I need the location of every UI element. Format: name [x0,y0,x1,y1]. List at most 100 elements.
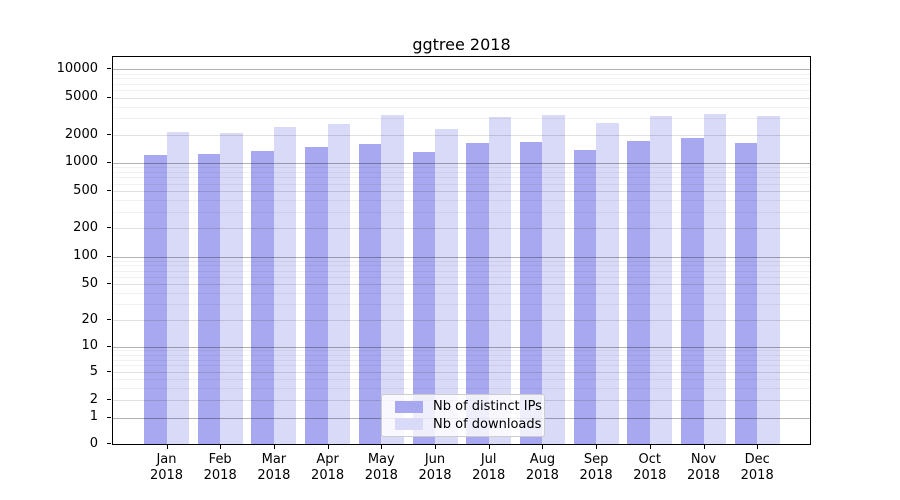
y-tick-mark-100 [107,255,111,257]
y-tick-label-200: 200 [73,219,98,235]
bar-distinct-ips-mar [251,150,274,444]
gridline-minor-8000 [113,78,810,80]
x-tick-mark-nov [703,445,705,449]
gridline-10 [113,346,810,348]
chart-title: ggtree 2018 [412,35,511,54]
gridline-minor-70 [113,270,810,272]
y-tick-label-5: 5 [89,363,98,379]
gridline-minor-30 [113,304,810,306]
y-tick-mark-2000 [107,134,111,135]
y-tick-label-50: 50 [81,275,98,291]
bar-downloads-oct [649,115,673,444]
gridline-minor-800 [113,171,810,173]
gridline-minor-3000 [113,118,810,120]
x-tick-mark-oct [649,445,651,449]
x-tick-mark-apr [327,445,329,449]
gridline-minor-300 [113,211,810,213]
legend-item-distinct-ips: Nb of distinct IPs [395,399,544,414]
y-tick-mark-20 [107,319,111,320]
gridline-minor-80 [113,265,810,267]
x-tick-label-dec: Dec 2018 [740,452,774,483]
gridline-minor-3 [113,387,810,389]
gridline-minor-8 [113,354,810,356]
x-tick-label-oct: Oct 2018 [633,452,667,483]
bar-distinct-ips-apr [305,147,328,444]
gridline-minor-4000 [113,106,810,108]
y-tick-label-5000: 5000 [64,89,98,105]
y-tick-mark-200 [107,227,111,228]
gridline-minor-9 [113,350,810,352]
gridline-minor-400 [113,200,810,201]
gridline-minor-7000 [113,83,810,85]
bar-downloads-apr [327,124,351,444]
bar-downloads-jan [166,131,189,444]
x-tick-label-feb: Feb 2018 [203,452,237,483]
x-tick-mark-feb [220,445,222,449]
bar-downloads-feb [220,132,243,444]
x-tick-label-may: May 2018 [364,452,398,483]
y-tick-mark-5000 [107,96,111,98]
bar-distinct-ips-jul [466,142,489,444]
gridline-minor-90 [113,260,810,262]
y-tick-label-20: 20 [81,311,98,327]
bar-distinct-ips-aug [519,142,543,444]
bar-downloads-mar [273,127,297,444]
legend-item-downloads: Nb of downloads [395,417,544,432]
x-tick-label-jun: Jun 2018 [418,452,452,483]
x-tick-mark-jan [166,445,168,449]
x-tick-label-jan: Jan 2018 [149,452,184,483]
gridline-200 [113,228,810,229]
y-tick-mark-50 [107,283,111,284]
gridline-100 [113,256,810,258]
legend-swatch-downloads [395,418,423,431]
bar-downloads-jun [435,129,458,444]
y-tick-label-1: 1 [89,409,98,425]
legend-label-downloads: Nb of downloads [433,416,542,432]
y-tick-mark-5 [107,371,111,372]
gridline-minor-9000 [113,73,810,75]
legend-swatch-distinct-ips [395,400,423,413]
y-tick-label-2: 2 [89,391,98,407]
gridline-10000 [113,69,810,71]
bar-distinct-ips-oct [627,141,650,444]
y-tick-mark-1000 [107,161,111,163]
x-tick-mark-jun [435,445,436,449]
y-tick-label-500: 500 [73,182,98,198]
bar-distinct-ips-nov [681,137,704,444]
gridline-500 [113,191,810,192]
x-tick-label-nov: Nov 2018 [686,452,721,483]
y-tick-label-2000: 2000 [64,126,98,142]
x-tick-label-apr: Apr 2018 [311,452,345,483]
x-tick-label-sep: Sep 2018 [579,452,613,483]
x-tick-mark-aug [542,445,544,449]
x-tick-mark-jul [488,445,490,449]
y-tick-mark-0 [107,443,111,444]
bar-downloads-dec [757,116,780,444]
x-tick-mark-mar [273,445,275,449]
x-tick-label-jul: Jul 2018 [472,452,506,483]
y-tick-mark-500 [107,190,111,191]
x-axis: Jan 2018 Feb 2018 Mar 2018 Apr 2018 May 2018 Jun 20… [0,444,900,500]
gridline-minor-6000 [113,90,810,92]
legend: Nb of distinct IPs Nb of downloads [381,394,545,437]
gridline-5 [113,372,810,373]
y-tick-mark-10 [107,345,111,347]
gridline-1000 [113,162,810,164]
gridline-20 [113,320,810,321]
bar-downloads-may [381,114,404,444]
y-tick-label-1000: 1000 [64,154,98,170]
gridline-50 [113,284,810,285]
y-tick-label-100: 100 [73,248,98,264]
x-tick-mark-dec [757,445,759,449]
bar-downloads-aug [542,115,565,444]
gridline-minor-4 [113,378,810,380]
gridline-minor-40 [113,292,810,294]
x-tick-label-mar: Mar 2018 [257,452,291,483]
y-tick-mark-10000 [107,68,111,70]
bar-distinct-ips-jan [144,155,167,444]
bar-downloads-sep [596,123,619,444]
gridline-minor-700 [113,177,810,179]
y-axis: 0 1 2 5 10 20 50 100 200 500 1000 2000 5000 10000 [0,56,112,451]
y-tick-label-10000: 10000 [56,60,98,76]
x-tick-mark-sep [596,445,598,449]
